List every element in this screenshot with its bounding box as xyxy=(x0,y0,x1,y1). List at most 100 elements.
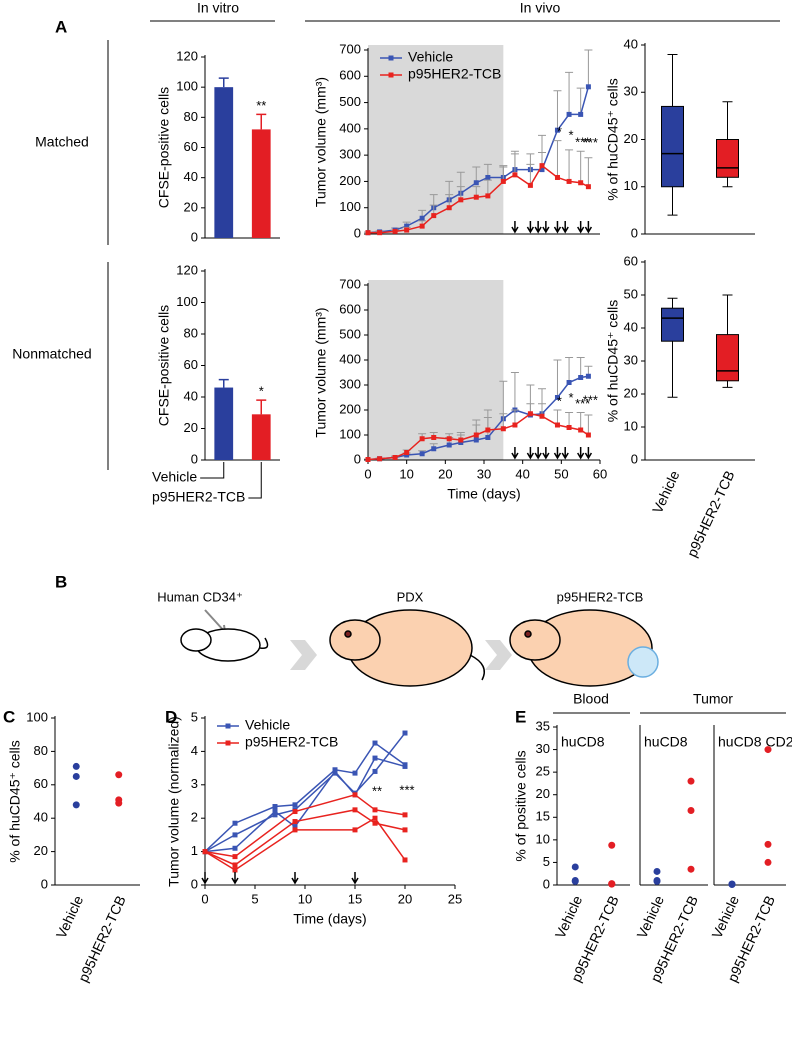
legend-label: p95HER2-TCB xyxy=(408,66,501,82)
marker xyxy=(446,436,452,442)
y-tick-label: 40 xyxy=(184,169,198,184)
marker xyxy=(473,194,479,200)
y-tick-label: 0 xyxy=(631,225,638,240)
y-tick-label: 0 xyxy=(354,225,361,240)
panel-title: huCD8 xyxy=(644,734,688,750)
marker xyxy=(578,180,584,186)
marker xyxy=(292,809,298,815)
significance: *** xyxy=(583,392,598,407)
diagram-label: PDX xyxy=(397,589,424,604)
y-tick-label: 3 xyxy=(191,776,198,791)
marker xyxy=(419,223,425,229)
y-tick-label: 10 xyxy=(536,831,550,846)
marker xyxy=(527,182,533,188)
dose-arrow xyxy=(291,872,299,885)
legend-marker xyxy=(225,740,231,746)
marker xyxy=(419,436,425,442)
mouse xyxy=(180,628,269,662)
y-axis-label: Tumor volume (mm³) xyxy=(313,307,329,437)
error-bar xyxy=(553,359,562,398)
y-tick-label: 40 xyxy=(624,319,638,334)
marker xyxy=(232,862,238,868)
marker xyxy=(402,763,408,769)
y-tick-label: 80 xyxy=(184,109,198,124)
marker xyxy=(446,205,452,211)
bracket xyxy=(200,462,225,479)
step-arrow xyxy=(485,640,512,670)
marker xyxy=(585,432,591,438)
marker xyxy=(232,820,238,826)
marker xyxy=(458,437,464,443)
row-label: Matched xyxy=(35,134,89,150)
marker xyxy=(554,127,560,133)
dot xyxy=(653,877,661,885)
y-tick-label: 1 xyxy=(191,843,198,858)
marker xyxy=(232,854,238,860)
marker xyxy=(539,163,545,169)
marker xyxy=(365,230,371,236)
y-tick-label: 500 xyxy=(339,94,361,109)
x-tick-label: Vehicle xyxy=(152,469,197,485)
dose-arrow xyxy=(526,221,535,234)
y-axis-label: % of huCD45⁺ cells xyxy=(7,740,23,863)
marker xyxy=(539,167,545,173)
x-tick-label: 30 xyxy=(477,466,491,481)
error-bar xyxy=(483,179,492,196)
dose-arrow xyxy=(561,447,569,460)
x-tick-label: 10 xyxy=(399,466,413,481)
marker xyxy=(404,450,410,455)
significance: * xyxy=(557,124,562,139)
box xyxy=(661,105,684,188)
y-axis-label: % of positive cells xyxy=(513,750,529,861)
dose-arrow xyxy=(553,447,562,460)
bar xyxy=(214,87,234,239)
panel-letter: B xyxy=(55,572,67,591)
mouse xyxy=(329,609,485,687)
y-tick-label: 200 xyxy=(339,173,361,188)
marker xyxy=(232,832,238,838)
marker xyxy=(404,223,410,229)
error-bar xyxy=(510,372,519,410)
significance: * xyxy=(557,393,562,408)
y-tick-label: 10 xyxy=(624,418,638,433)
dose-arrow xyxy=(542,221,550,234)
y-tick-label: 20 xyxy=(624,385,638,400)
y-tick-label: 100 xyxy=(26,709,48,724)
y-tick-label: 15 xyxy=(536,809,550,824)
marker xyxy=(404,227,410,233)
x-tick-label: Vehicle xyxy=(53,893,87,941)
dot xyxy=(764,746,772,754)
y-tick-label: 600 xyxy=(339,301,361,316)
marker xyxy=(473,432,479,438)
dot xyxy=(687,865,695,873)
dot xyxy=(608,841,616,849)
marker xyxy=(292,819,298,825)
error-bar xyxy=(499,380,508,419)
box xyxy=(661,307,684,342)
diagram-label: Human CD34⁺ xyxy=(157,589,243,604)
marker xyxy=(512,172,518,178)
bar xyxy=(214,387,234,460)
error-bar xyxy=(218,77,229,88)
marker xyxy=(500,178,506,184)
marker xyxy=(372,815,378,821)
significance: *** xyxy=(399,782,414,797)
x-axis-label: Time (days) xyxy=(447,486,520,502)
marker xyxy=(431,435,437,440)
x-tick-label: 20 xyxy=(398,891,412,906)
significance: * xyxy=(569,390,574,405)
y-tick-label: 60 xyxy=(624,253,638,268)
legend-marker xyxy=(388,72,394,78)
marker xyxy=(332,768,338,774)
x-tick-label: p95HER2-TCB xyxy=(684,468,738,559)
marker xyxy=(372,740,378,746)
y-tick-label: 100 xyxy=(339,199,361,214)
marker xyxy=(352,807,358,813)
y-tick-label: 10 xyxy=(624,178,638,193)
error-bar xyxy=(576,150,585,183)
x-axis-label: Time (days) xyxy=(293,911,366,927)
series-line xyxy=(204,741,406,853)
x-tick-label: Vehicle xyxy=(633,893,667,941)
x-tick-label: 40 xyxy=(515,466,529,481)
marker xyxy=(352,827,358,833)
